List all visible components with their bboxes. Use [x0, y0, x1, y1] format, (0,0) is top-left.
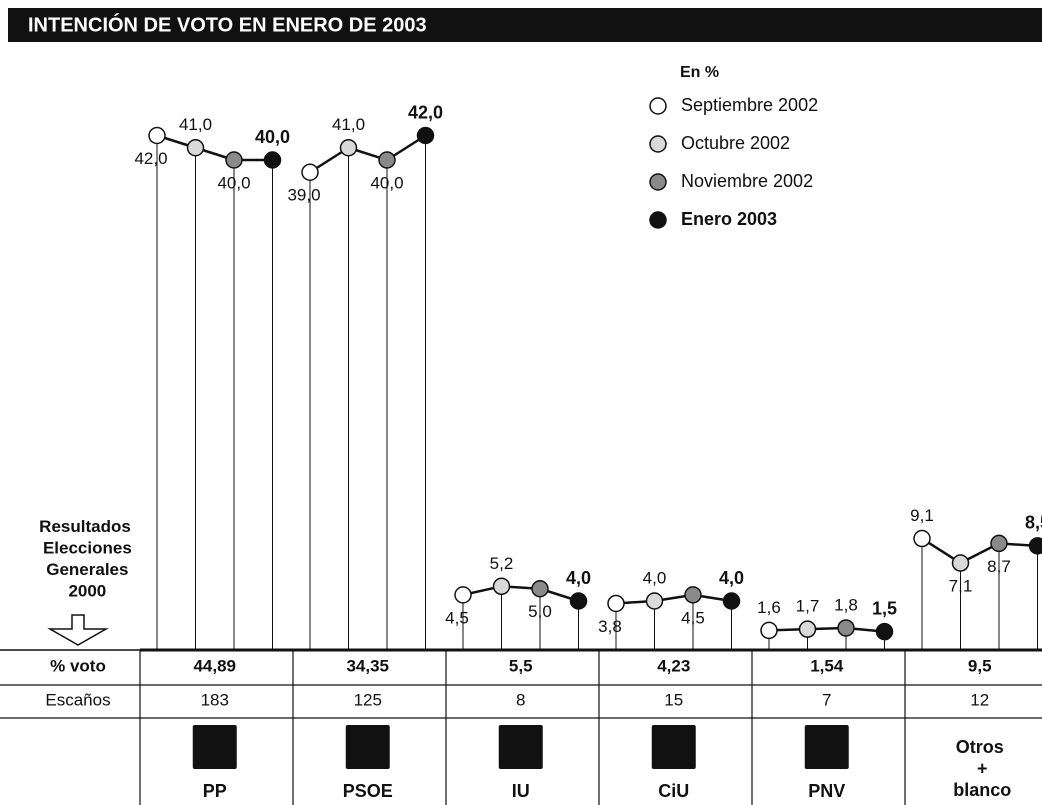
- legend-label: Septiembre 2002: [681, 95, 818, 115]
- x-tick-label: Otros + blanco: [948, 737, 1011, 800]
- point: [416, 126, 435, 145]
- data-label: 3,8: [598, 617, 622, 636]
- party-logo: [345, 725, 390, 769]
- table-cell: 12: [970, 690, 989, 709]
- point: [225, 151, 243, 169]
- party-logo: [804, 725, 849, 769]
- data-label: 1,5: [872, 598, 897, 618]
- table-cell: 1,54: [810, 656, 844, 675]
- data-label: 42,0: [408, 102, 443, 122]
- x-tick-label: PSOE: [343, 781, 393, 801]
- x-tick-label: PP: [203, 781, 227, 801]
- data-label: 41,0: [179, 115, 212, 134]
- table-cell: 15: [664, 690, 683, 709]
- point: [798, 620, 817, 638]
- table-cell: 7: [822, 690, 831, 709]
- row-label: Escaños: [45, 690, 110, 709]
- data-label: 8,5: [1025, 513, 1042, 533]
- legend-marker: [649, 135, 667, 153]
- point: [339, 139, 358, 157]
- point: [875, 622, 894, 641]
- point: [837, 619, 855, 637]
- table-cell: 34,35: [346, 656, 389, 675]
- point: [951, 554, 970, 572]
- party-logo: [192, 725, 237, 769]
- data-label: 4,0: [566, 568, 591, 588]
- results-title: Resultados Elecciones Generales 2000: [38, 517, 132, 601]
- point: [645, 592, 664, 610]
- data-label: 41,0: [332, 115, 365, 134]
- point: [913, 529, 931, 548]
- data-label: 5,0: [528, 602, 552, 621]
- x-tick-label: IU: [512, 781, 530, 801]
- point: [722, 592, 741, 610]
- table-cell: 4,23: [657, 656, 690, 675]
- legend-marker: [649, 173, 667, 191]
- data-label: 40,0: [370, 173, 403, 192]
- point: [186, 139, 205, 157]
- data-label: 39,0: [287, 186, 320, 205]
- data-label: 42,0: [134, 149, 167, 168]
- data-label: 4,5: [445, 608, 469, 627]
- point: [148, 126, 166, 145]
- data-label: 8,7: [987, 557, 1011, 576]
- data-label: 4,0: [719, 568, 744, 588]
- data-label: 1,7: [796, 597, 820, 616]
- point: [684, 586, 702, 604]
- table-cell: 8: [516, 690, 525, 709]
- table-cell: 44,89: [193, 656, 236, 675]
- table-cell: 183: [201, 690, 229, 709]
- x-tick-label: PNV: [808, 781, 845, 801]
- data-label: 5,2: [490, 554, 514, 573]
- data-label: 40,0: [255, 127, 290, 147]
- data-label: 4,5: [681, 608, 705, 627]
- point: [378, 151, 396, 169]
- legend-label: Octubre 2002: [681, 133, 790, 153]
- point: [454, 586, 472, 604]
- party-logo: [651, 725, 696, 769]
- point: [1028, 537, 1042, 555]
- title-bar: [8, 8, 1042, 42]
- point: [607, 594, 625, 613]
- data-label: 40,0: [217, 173, 250, 192]
- legend-title: En %: [680, 64, 719, 81]
- data-label: 1,8: [834, 595, 858, 614]
- point: [569, 592, 588, 610]
- data-label: 7,1: [949, 577, 973, 596]
- table-cell: 125: [354, 690, 382, 709]
- point: [492, 577, 511, 596]
- point: [263, 151, 282, 169]
- party-logo: [498, 725, 543, 769]
- table-cell: 5,5: [509, 656, 533, 675]
- data-label: 1,6: [757, 598, 781, 617]
- legend-label: Enero 2003: [681, 209, 777, 229]
- data-label: 4,0: [643, 568, 667, 587]
- point: [760, 621, 778, 640]
- legend-marker: [649, 211, 667, 229]
- legend-marker: [649, 97, 667, 115]
- legend-label: Noviembre 2002: [681, 171, 813, 191]
- point: [531, 580, 549, 598]
- row-label: % voto: [50, 656, 106, 675]
- table-cell: 9,5: [968, 656, 992, 675]
- point: [990, 534, 1008, 553]
- point: [301, 163, 319, 181]
- chart-title: INTENCIÓN DE VOTO EN ENERO DE 2003: [28, 12, 427, 36]
- data-label: 9,1: [910, 506, 934, 525]
- x-tick-label: CiU: [658, 781, 689, 801]
- arrow: [47, 614, 109, 646]
